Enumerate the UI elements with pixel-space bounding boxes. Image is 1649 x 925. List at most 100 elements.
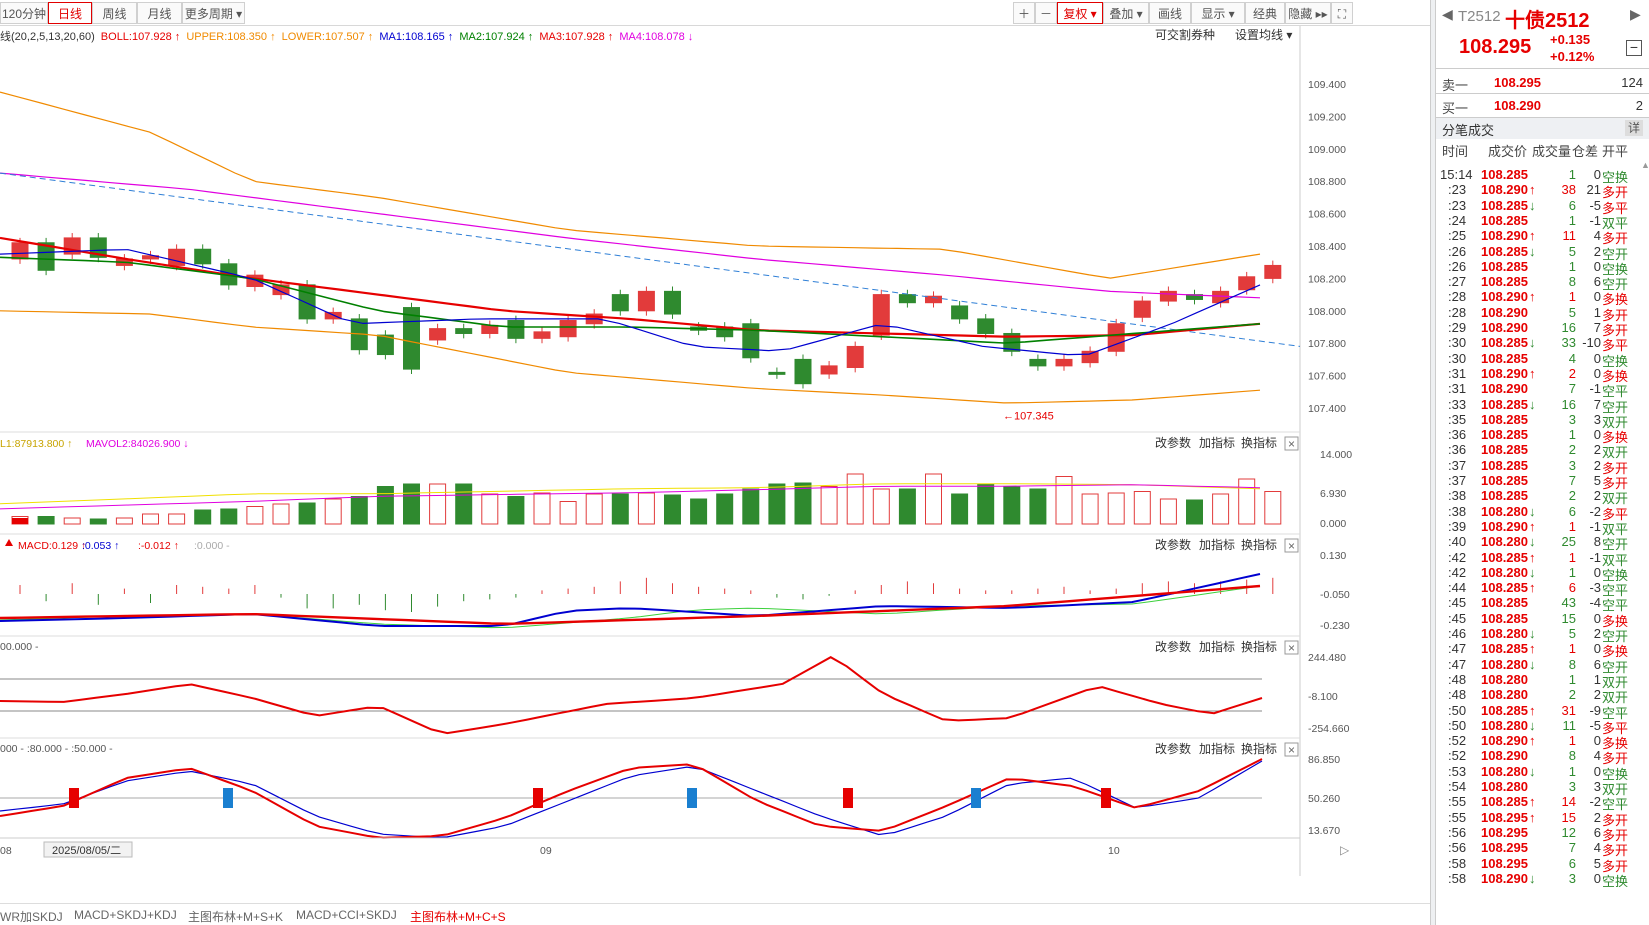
template-tab-2[interactable]: 主图布林+M+S+K (188, 910, 284, 924)
ticks-scroll-up-icon[interactable]: ▲ (1641, 160, 1649, 170)
ask-label: 卖一 (1442, 78, 1469, 93)
panel-cci-button-0[interactable]: 改参数 (1155, 639, 1191, 654)
panel-kdj-button-0[interactable]: 改参数 (1155, 741, 1191, 756)
tick-cell: 6 (1593, 274, 1601, 290)
tick-row: :50 108.285 ↑ 31 -9 空平 (1436, 703, 1649, 721)
tick-cell: 7 (1593, 396, 1601, 412)
classic-button[interactable]: 经典 (1245, 2, 1285, 24)
period-month-button[interactable]: 月线 (137, 2, 182, 24)
period-day-button[interactable]: 日线 (48, 2, 92, 24)
tick-cell: 空平 (1602, 705, 1629, 721)
tick-cell: 空换 (1602, 567, 1629, 583)
fullscreen-icon[interactable]: ⛶ (1331, 2, 1353, 24)
ticks-header-oi: 仓差 (1572, 144, 1599, 159)
tick-cell: 108.285 (1481, 473, 1528, 488)
tick-cell: :36 (1448, 427, 1467, 443)
prev-contract-icon[interactable]: ◀ (1442, 6, 1453, 22)
adjust-button[interactable]: 复权 ▾ (1057, 2, 1103, 24)
volume-bar (37, 516, 55, 525)
panel-macd-button-0[interactable]: 改参数 (1155, 537, 1191, 552)
tick-row: :53 108.280 ↓ 1 0 空换 (1436, 764, 1649, 782)
draw-button[interactable]: 画线 (1149, 2, 1191, 24)
tick-cell: 多开 (1602, 827, 1629, 843)
panel-macd-button-2[interactable]: 换指标 (1241, 537, 1277, 552)
collapse-icon[interactable]: − (1626, 40, 1642, 56)
panel-cci-button-1[interactable]: 加指标 (1199, 639, 1235, 654)
panel-vol-button-0[interactable]: 改参数 (1155, 435, 1191, 450)
candle (872, 294, 890, 336)
tick-cell: 1 (1568, 564, 1576, 580)
candles (11, 233, 1282, 389)
tick-cell: 4 (1568, 350, 1576, 366)
display-button[interactable]: 显示 ▾ (1191, 2, 1245, 24)
legend-item: LOWER:107.507 ↑ (281, 31, 374, 43)
template-tab-3[interactable]: MACD+CCI+SKDJ (296, 908, 397, 922)
period-more-button[interactable]: 更多周期 ▾ (182, 2, 245, 24)
zoom-in-button[interactable]: ＋ (1013, 2, 1035, 24)
tick-row: :50 108.280 ↓ 11 -5 多平 (1436, 718, 1649, 736)
macd-legend-0: MACD:0.129 ↑ (18, 540, 86, 552)
contract-code: T2512 (1458, 8, 1501, 25)
tick-cell: :23 (1448, 182, 1467, 198)
tick-cell: 3 (1593, 779, 1601, 794)
price-axis-label: 107.400 (1308, 403, 1346, 415)
tick-row: 15:14 108.285 1 0 空换 (1436, 167, 1649, 185)
kline-chart[interactable]: 109.400 109.200 109.000 108.800 108.600 108.4… (0, 26, 1430, 903)
period-p120-button[interactable]: 120分钟 (0, 2, 48, 24)
deliverable-link[interactable]: 可交割券种 (1155, 27, 1215, 42)
tick-cell: ↑ (1529, 289, 1536, 305)
tick-cell: -10 (1582, 335, 1601, 351)
hide-button[interactable]: 隐藏 ▸▸ (1285, 2, 1331, 24)
tick-cell: 2 (1593, 457, 1601, 473)
tick-cell: 108.280 (1481, 656, 1528, 672)
scroll-right-icon[interactable]: ▷ (1340, 843, 1350, 857)
tick-cell: ↓ (1529, 197, 1536, 213)
candle (1055, 358, 1073, 367)
template-tab-1[interactable]: MACD+SKDJ+KDJ (74, 908, 177, 922)
close-x[interactable]: × (1288, 539, 1295, 553)
close-x[interactable]: × (1288, 437, 1295, 451)
tick-cell: :33 (1448, 396, 1467, 412)
candle (559, 320, 577, 338)
tick-cell: ↑ (1529, 182, 1536, 198)
tick-cell: 双平 (1602, 552, 1629, 568)
close-x[interactable]: × (1288, 641, 1295, 655)
cci-axis-label: -8.100 (1308, 691, 1338, 703)
template-tab-0[interactable]: WR加SKDJ (0, 910, 63, 924)
tick-row: :52 108.290 ↑ 1 0 多换 (1436, 733, 1649, 751)
volume-bar (1133, 491, 1151, 525)
panel-vol-close-icon[interactable] (1284, 436, 1299, 451)
panel-cci-button-2[interactable]: 换指标 (1241, 639, 1277, 654)
panel-macd-button-1[interactable]: 加指标 (1199, 537, 1235, 552)
tick-row: :37 108.285 3 2 多开 (1436, 457, 1649, 476)
overlay-button[interactable]: 叠加 ▾ (1103, 2, 1149, 24)
ticks-detail-button[interactable]: 详 (1625, 120, 1643, 136)
macd-axis-label: -0.230 (1320, 620, 1350, 632)
panel-cci-close-icon[interactable] (1284, 640, 1299, 655)
panel-kdj-button-2[interactable]: 换指标 (1241, 741, 1277, 756)
ma-settings-link[interactable]: 设置均线 ▾ (1235, 28, 1292, 42)
panel-kdj-button-1[interactable]: 加指标 (1199, 741, 1235, 756)
tick-row: :45 108.285 43 -4 空平 (1436, 595, 1649, 613)
tick-cell: 3 (1593, 411, 1601, 427)
candle (1029, 358, 1047, 367)
tick-cell: 108.290 (1481, 182, 1528, 198)
tick-cell: 空换 (1602, 353, 1629, 369)
close-x[interactable]: × (1288, 743, 1295, 757)
panel-vol-button-2[interactable]: 换指标 (1241, 435, 1277, 450)
panel-macd-close-icon[interactable] (1284, 538, 1299, 553)
tick-cell: 双开 (1602, 674, 1629, 690)
panel-vol-button-1[interactable]: 加指标 (1199, 435, 1235, 450)
legend-item: MA1:108.165 ↑ (379, 31, 454, 43)
tick-cell: 6 (1568, 503, 1576, 519)
panel-splitter[interactable] (1430, 0, 1436, 925)
candle (194, 248, 212, 265)
tick-cell: -1 (1589, 549, 1601, 565)
period-week-button[interactable]: 周线 (92, 2, 137, 24)
template-tab-4[interactable]: 主图布林+M+C+S (410, 910, 506, 924)
panel-kdj-close-icon[interactable] (1284, 742, 1299, 757)
tick-cell: ↓ (1529, 564, 1536, 580)
zoom-out-button[interactable]: － (1035, 2, 1057, 24)
tick-cell: 多换 (1602, 430, 1629, 446)
next-contract-icon[interactable]: ▶ (1630, 6, 1641, 22)
